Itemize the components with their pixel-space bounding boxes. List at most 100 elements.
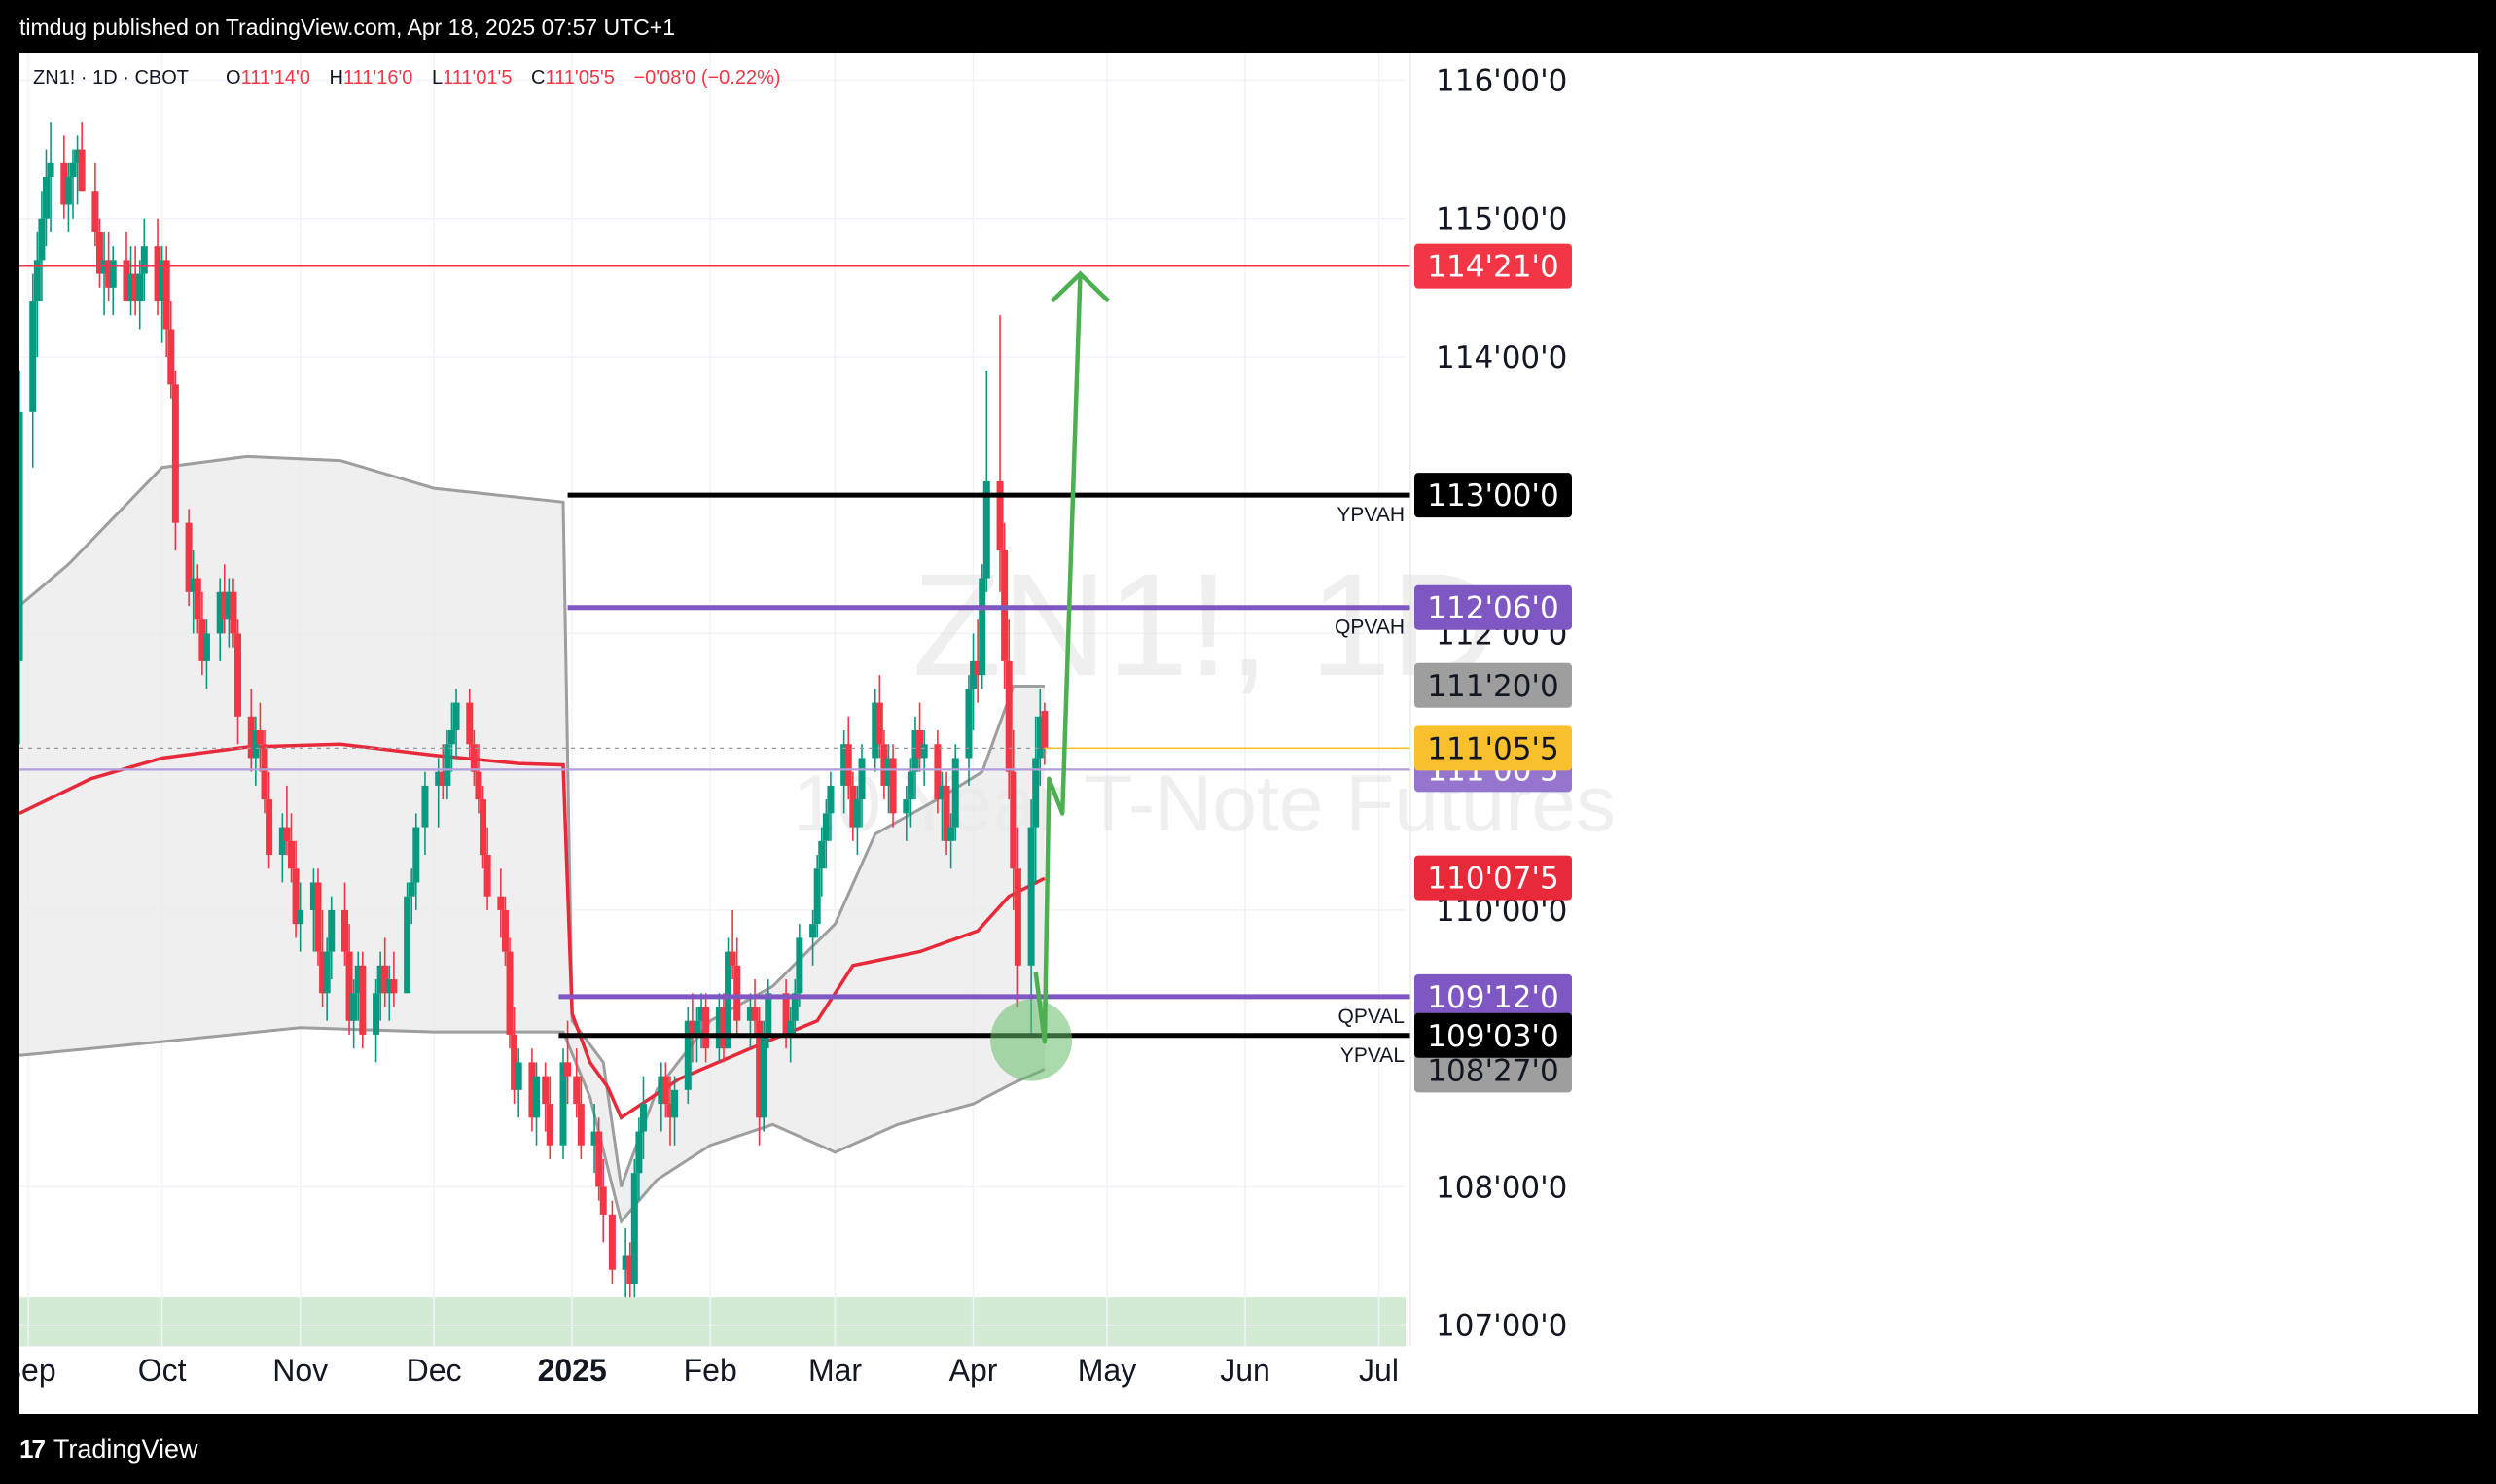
candle [813,855,821,938]
candle [684,1007,692,1105]
legend-high-label: H [330,67,343,88]
price-tag-background [1414,855,1572,901]
candle [974,619,981,703]
level-name-label: QPVAH [1335,617,1405,639]
candle [283,785,291,856]
candle [599,1158,607,1243]
chart-panel[interactable]: ZN1!, 1D 10 Year T-Note Futures YPVAH QPV… [1,53,2478,1414]
candle-body [765,993,772,1035]
candle [751,979,759,1035]
candle-body [480,799,487,856]
candle [480,785,487,869]
candle [733,937,741,1035]
candle-body [95,231,103,274]
candle [666,1076,674,1146]
candle-body [159,260,166,302]
candle-body [1041,711,1049,749]
candle-body [127,273,135,302]
candle-body [444,744,451,786]
candle-body [381,965,389,994]
candle [938,771,945,841]
candle-body [938,785,945,800]
candle [542,1062,550,1132]
candle [533,1062,541,1146]
candle [408,868,415,925]
candle-body [230,591,237,634]
candle-body [822,813,830,841]
candle-body [162,260,170,330]
candle [470,730,478,786]
price-tick-label: 114'00'0 [1436,340,1567,375]
price-levels[interactable]: YPVAH QPVAH QPVAL YPVAL [19,265,1410,1067]
candle-body [91,191,99,232]
time-tick-label: Sep [19,1353,56,1388]
legend-close-value: 111'05'5 [546,67,615,88]
candle [202,619,210,689]
candle [91,162,99,247]
price-tag-background [1414,1012,1572,1058]
candle [658,1062,665,1132]
price-tag: 113'00'0 [1414,473,1572,518]
candle-body [827,785,835,814]
candle-body [715,1007,723,1049]
candle [444,730,451,800]
publisher-text: timdug published on TradingView.com, Apr… [19,15,676,40]
time-tick-label: May [1078,1353,1136,1388]
price-tag: 110'07'5 [1414,855,1572,901]
candle [626,1242,634,1298]
candle [844,716,852,800]
candle [720,993,728,1063]
candle-body [297,909,304,925]
candle [951,744,959,841]
candle [60,135,68,219]
candle-body [965,689,973,759]
candle [809,909,817,966]
tradingview-logo[interactable]: 17 TradingView [19,1434,198,1465]
candle [466,689,474,759]
candle [943,771,950,856]
candle [1032,716,1040,883]
candle-body [314,882,322,952]
candle-body [288,840,296,869]
candle-body [844,744,852,786]
candle [511,1007,518,1105]
candle [982,371,990,592]
candle-body [185,522,193,592]
candle-body [123,260,130,302]
candle [903,785,910,841]
candle [47,122,54,232]
candle-body [911,730,919,772]
candle-body [109,260,117,288]
time-tick-label: Dec [407,1353,462,1388]
candle-body [247,716,255,759]
time-axis[interactable]: Sep Oct Nov Dec 2025 Feb Mar Apr May Jun Jul [1,1345,1406,1388]
candles [16,122,1049,1298]
candle [875,675,883,759]
candle-body [266,799,273,856]
candle-body [404,896,411,994]
candle [350,979,358,1049]
candle-body [483,855,491,897]
candle-body [689,1020,696,1035]
candle-body [38,218,46,261]
candle [577,1076,585,1159]
candle-body [171,384,179,523]
candle-body [225,591,232,620]
candle-body [292,868,300,925]
candle [252,716,260,786]
candle-body [447,730,455,745]
candle [796,924,803,1007]
candle-body [1036,716,1044,759]
candle [853,785,861,856]
time-tick-label: Jun [1220,1353,1270,1388]
candle [760,1020,767,1132]
candle-body [194,578,201,620]
price-tag-text: 111'20'0 [1427,669,1558,704]
candle-body [390,979,398,994]
price-chart[interactable]: ZN1!, 1D 10 Year T-Note Futures YPVAHQPV… [1,53,2478,1414]
candle [880,730,888,800]
candle [501,896,509,966]
legend-ohlc: O111'14'0 H111'16'0 L111'01'5 C111'05'5 … [226,67,781,88]
candle [319,909,327,1007]
projection-arrow[interactable] [990,270,1111,1081]
